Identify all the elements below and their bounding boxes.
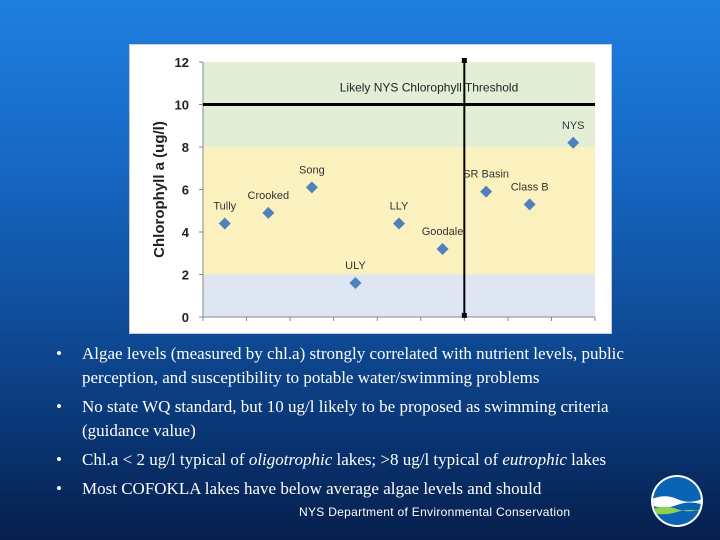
y-tick-label-8: 8	[182, 140, 189, 155]
marker-sr-basin	[480, 185, 493, 198]
marker-lly	[393, 217, 405, 230]
bullet-item-1: • Algae levels (measured by chl.a) stron…	[52, 342, 672, 390]
bullet-dot: •	[56, 397, 62, 416]
bullet-list: • Algae levels (measured by chl.a) stron…	[52, 342, 672, 506]
threshold-label: Likely NYS Chlorophyll Threshold	[340, 81, 519, 95]
marker-class-b	[523, 198, 536, 211]
marker-label-crooked: Crooked	[248, 190, 290, 202]
marker-label-uly: ULY	[345, 260, 366, 272]
marker-label-sr-basin: SR Basin	[463, 169, 509, 181]
bullet-item-2: • No state WQ standard, but 10 ug/l like…	[52, 395, 672, 443]
bullet-text-3-eutrophic: eutrophic	[502, 450, 567, 469]
marker-label-nys: NYS	[562, 120, 585, 132]
bullet-text-3c: lakes	[566, 450, 607, 469]
marker-song	[305, 181, 318, 194]
y-tick-label-10: 10	[175, 98, 189, 113]
marker-goodale	[436, 243, 449, 255]
bullet-item-4: • Most COFOKLA lakes have below average …	[52, 477, 672, 501]
bullet-text-3-oligotrophic: oligotrophic	[248, 450, 333, 469]
dec-logo-icon	[651, 475, 703, 527]
bullet-text-3a: Chl.a < 2 ug/l typical of	[82, 450, 249, 469]
marker-tully	[218, 217, 231, 230]
bullet-dot: •	[56, 344, 62, 363]
zone-band-1	[203, 274, 595, 317]
group-divider-cap-top	[461, 58, 467, 63]
marker-crooked	[262, 206, 275, 219]
marker-uly	[349, 277, 362, 289]
marker-label-goodale: Goodale	[422, 226, 464, 238]
y-tick-label-2: 2	[182, 268, 189, 283]
marker-label-song: Song	[299, 164, 325, 176]
chlorophyll-scatter-chart: 0 2 4 6 8 10 12 Chlorophyll a (ug/l) Likely NYS …	[151, 55, 596, 325]
y-axis-label: Chlorophyll a (ug/l)	[151, 121, 168, 258]
bullet-item-3: • Chl.a < 2 ug/l typical of oligotrophic…	[52, 448, 672, 472]
bullet-text-2: No state WQ standard, but 10 ug/l likely…	[82, 397, 609, 440]
marker-label-lly: LLY	[390, 201, 409, 213]
bullet-dot: •	[56, 479, 62, 498]
bullet-text-4: Most COFOKLA lakes have below average al…	[82, 479, 542, 498]
y-tick-label-12: 12	[175, 55, 189, 70]
y-tick-label-4: 4	[182, 225, 190, 240]
group-divider-cap-bottom	[461, 312, 467, 318]
marker-nys	[567, 136, 580, 149]
bullet-text-3b: lakes; >8 ug/l typical of	[332, 450, 503, 469]
bullet-text-1: Algae levels (measured by chl.a) strongl…	[82, 344, 624, 387]
footer-agency-name: NYS Department of Environmental Conserva…	[299, 505, 571, 519]
chart-panel: 0 2 4 6 8 10 12 Chlorophyll a (ug/l) Likely NYS …	[129, 44, 612, 334]
y-tick-label-6: 6	[182, 183, 189, 198]
marker-label-tully: Tully	[213, 201, 236, 213]
y-tick-label-0: 0	[182, 310, 189, 325]
bullet-dot: •	[56, 450, 62, 469]
marker-label-class-b: Class B	[511, 181, 549, 193]
